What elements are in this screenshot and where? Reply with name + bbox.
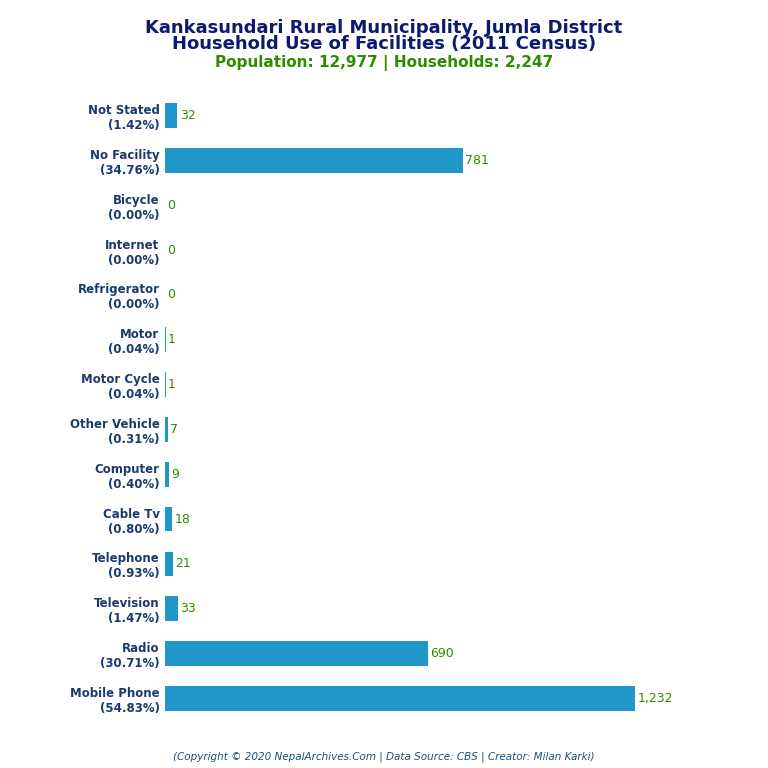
Bar	[165, 417, 167, 442]
Text: 0: 0	[167, 289, 175, 302]
Text: 9: 9	[170, 468, 179, 481]
Text: 18: 18	[174, 512, 190, 525]
Bar	[165, 597, 177, 621]
Bar	[165, 462, 168, 487]
Text: 781: 781	[465, 154, 489, 167]
Text: Household Use of Facilities (2011 Census): Household Use of Facilities (2011 Census…	[172, 35, 596, 52]
Bar	[165, 104, 177, 128]
Text: Population: 12,977 | Households: 2,247: Population: 12,977 | Households: 2,247	[215, 55, 553, 71]
Bar	[165, 148, 463, 173]
Bar	[165, 551, 173, 576]
Bar	[165, 686, 635, 710]
Text: 33: 33	[180, 602, 196, 615]
Text: 21: 21	[175, 558, 191, 571]
Bar	[165, 641, 429, 666]
Text: 1,232: 1,232	[637, 692, 673, 705]
Text: 0: 0	[167, 243, 175, 257]
Text: Kankasundari Rural Municipality, Jumla District: Kankasundari Rural Municipality, Jumla D…	[145, 19, 623, 37]
Bar	[165, 507, 172, 531]
Text: 7: 7	[170, 423, 178, 436]
Text: 32: 32	[180, 109, 195, 122]
Text: 690: 690	[431, 647, 455, 660]
Text: 1: 1	[167, 333, 176, 346]
Text: (Copyright © 2020 NepalArchives.Com | Data Source: CBS | Creator: Milan Karki): (Copyright © 2020 NepalArchives.Com | Da…	[174, 751, 594, 762]
Text: 1: 1	[167, 378, 176, 391]
Text: 0: 0	[167, 199, 175, 212]
